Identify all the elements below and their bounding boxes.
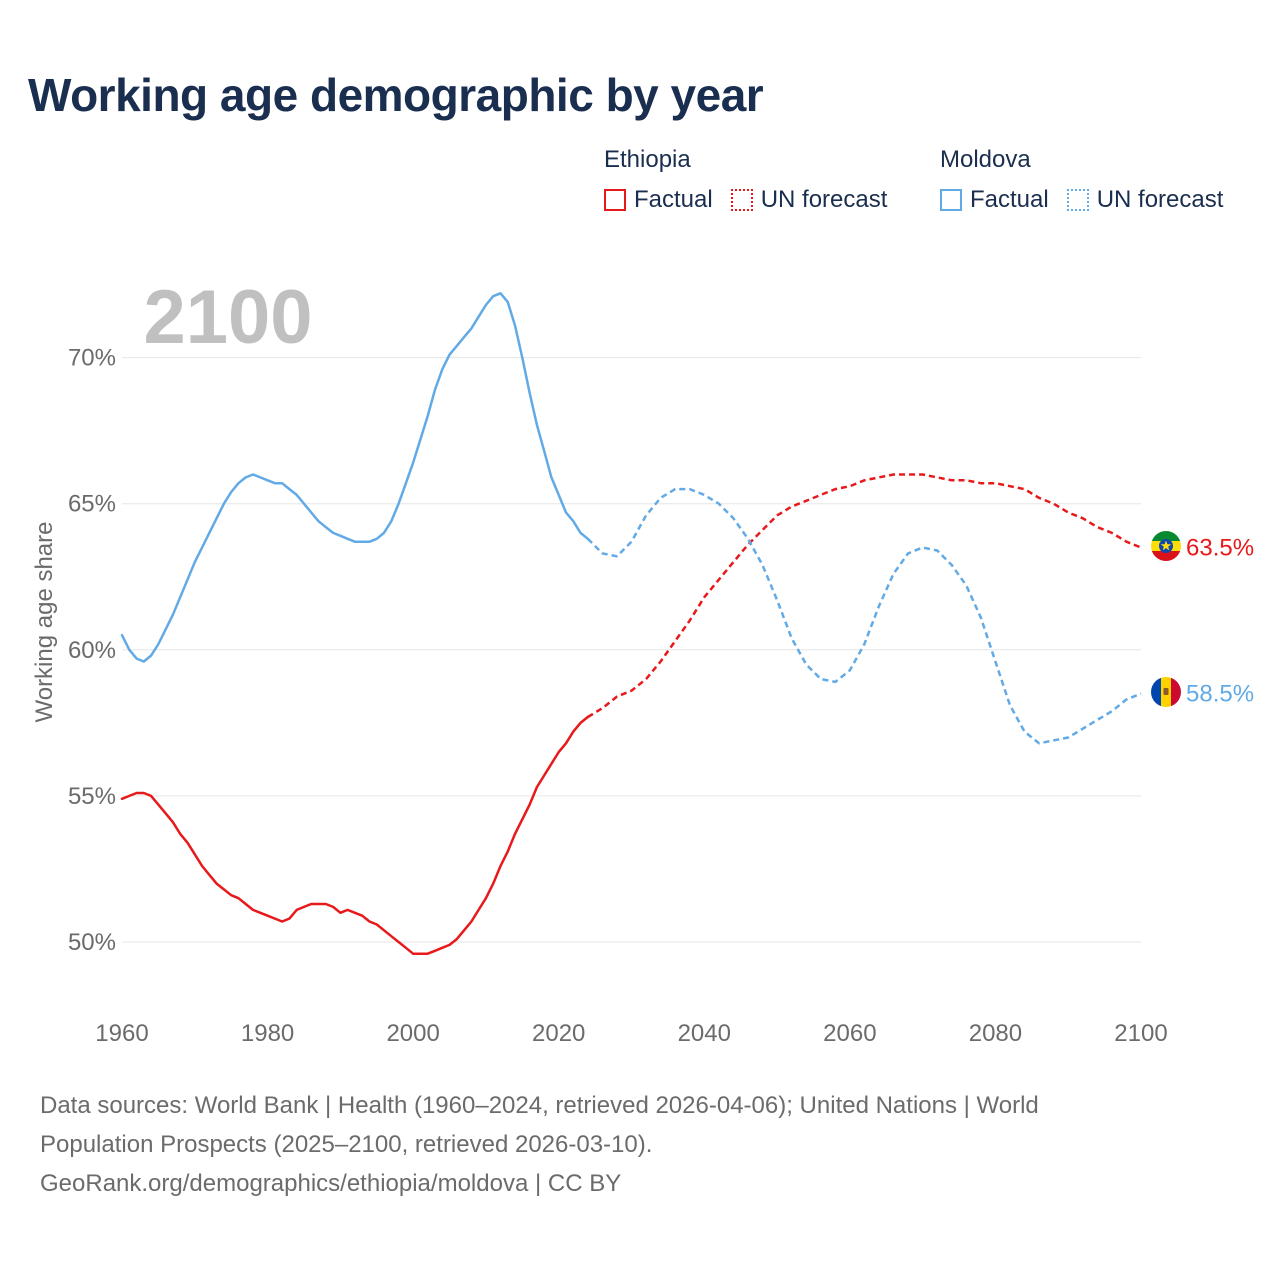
x-tick-label: 1980 <box>241 1020 294 1047</box>
y-tick-label: 60% <box>68 637 116 664</box>
y-tick-label: 65% <box>68 491 116 518</box>
footer-sources-line2: Population Prospects (2025–2100, retriev… <box>40 1131 653 1158</box>
legend-moldova-name: Moldova <box>940 146 1031 173</box>
x-tick-label: 2080 <box>969 1020 1022 1047</box>
x-tick-label: 2020 <box>532 1020 585 1047</box>
chart-footer: Data sources: World Bank | Health (1960–… <box>40 1086 1220 1203</box>
legend-label: Factual <box>634 186 713 213</box>
legend-label: UN forecast <box>760 186 888 213</box>
legend-moldova: Moldova Factual UN forecast <box>940 146 1241 214</box>
ethiopia-forecast-line <box>587 473 1142 719</box>
ethiopia-end-label: 63.5% <box>1186 535 1254 562</box>
x-tick-label: 2040 <box>678 1020 731 1047</box>
moldova-end-label: 58.5% <box>1186 681 1254 708</box>
ethiopia-flag-icon <box>1151 531 1181 561</box>
y-axis-label: Working age share <box>31 522 58 723</box>
legend-label: Factual <box>970 186 1049 213</box>
legend-moldova-forecast[interactable]: UN forecast <box>1066 186 1224 214</box>
y-tick-label: 50% <box>68 929 116 956</box>
y-tick-label: 70% <box>68 345 116 372</box>
x-tick-label: 2100 <box>1114 1020 1167 1047</box>
legend-moldova-factual[interactable]: Factual <box>940 186 1049 214</box>
legend-swatch-moldova-factual <box>940 189 962 211</box>
moldova-flag-icon <box>1151 677 1181 707</box>
x-tick-label: 2000 <box>386 1020 439 1047</box>
legend-swatch-ethiopia-forecast <box>730 189 753 211</box>
year-watermark: 2100 <box>143 275 312 360</box>
x-tick-label: 1960 <box>95 1020 148 1047</box>
legend-ethiopia-factual[interactable]: Factual <box>604 186 713 214</box>
legend-ethiopia-name: Ethiopia <box>604 146 691 173</box>
legend-ethiopia-forecast[interactable]: UN forecast <box>730 186 888 214</box>
footer-attribution: GeoRank.org/demographics/ethiopia/moldov… <box>40 1170 622 1197</box>
legend-swatch-moldova-forecast <box>1066 189 1089 211</box>
y-tick-label: 55% <box>68 783 116 810</box>
moldova-factual-line <box>120 292 590 663</box>
line-chart: 2100 50% 55% 60% 65% 70% 1960 1980 2000 2020 2040… <box>31 275 1254 1047</box>
legend-ethiopia: Ethiopia Factual UN forecast <box>604 146 905 214</box>
legend-label: UN forecast <box>1096 186 1224 213</box>
legend-swatch-ethiopia-factual <box>604 189 626 211</box>
chart-title: Working age demographic by year <box>28 69 764 121</box>
moldova-forecast-line <box>586 487 1142 745</box>
ethiopia-factual-line <box>120 715 590 955</box>
x-tick-label: 2060 <box>823 1020 876 1047</box>
footer-sources-line1: Data sources: World Bank | Health (1960–… <box>40 1092 1039 1119</box>
